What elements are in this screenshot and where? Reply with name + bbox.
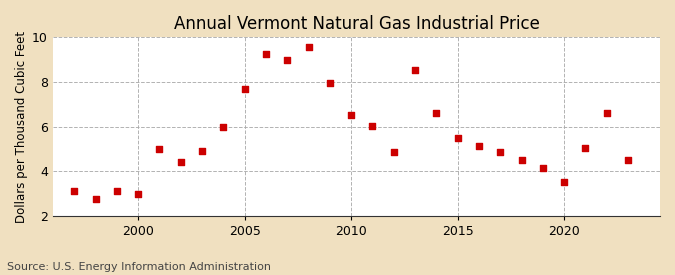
Point (474, 144, 485, 148)
Point (154, 147, 165, 151)
Point (431, 111, 441, 116)
Point (196, 149, 207, 153)
Point (410, 67, 421, 72)
Point (452, 136, 463, 140)
Y-axis label: Dollars per Thousand Cubic Feet: Dollars per Thousand Cubic Feet (15, 31, 28, 223)
Point (325, 81, 335, 85)
Point (303, 45, 314, 50)
Text: Source: U.S. Energy Information Administration: Source: U.S. Energy Information Administ… (7, 262, 271, 272)
Point (133, 191, 144, 196)
Point (282, 57, 293, 62)
Point (601, 111, 612, 116)
Title: Annual Vermont Natural Gas Industrial Price: Annual Vermont Natural Gas Industrial Pr… (173, 15, 539, 33)
Point (622, 158, 633, 162)
Point (580, 146, 591, 150)
Point (90, 197, 101, 201)
Point (516, 158, 527, 162)
Point (388, 150, 399, 155)
Point (239, 87, 250, 91)
Point (367, 123, 378, 128)
Point (346, 113, 356, 118)
Point (495, 150, 506, 155)
Point (218, 125, 229, 129)
Point (537, 166, 548, 170)
Point (559, 180, 570, 185)
Point (176, 160, 186, 164)
Point (261, 52, 271, 56)
Point (69, 189, 80, 194)
Point (111, 189, 122, 194)
